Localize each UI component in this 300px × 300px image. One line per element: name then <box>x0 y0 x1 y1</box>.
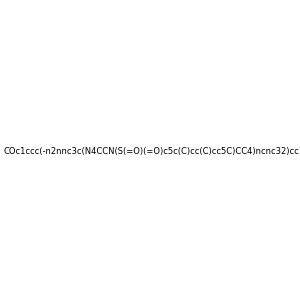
Text: COc1ccc(-n2nnc3c(N4CCN(S(=O)(=O)c5c(C)cc(C)cc5C)CC4)ncnc32)cc1: COc1ccc(-n2nnc3c(N4CCN(S(=O)(=O)c5c(C)cc… <box>3 147 300 156</box>
